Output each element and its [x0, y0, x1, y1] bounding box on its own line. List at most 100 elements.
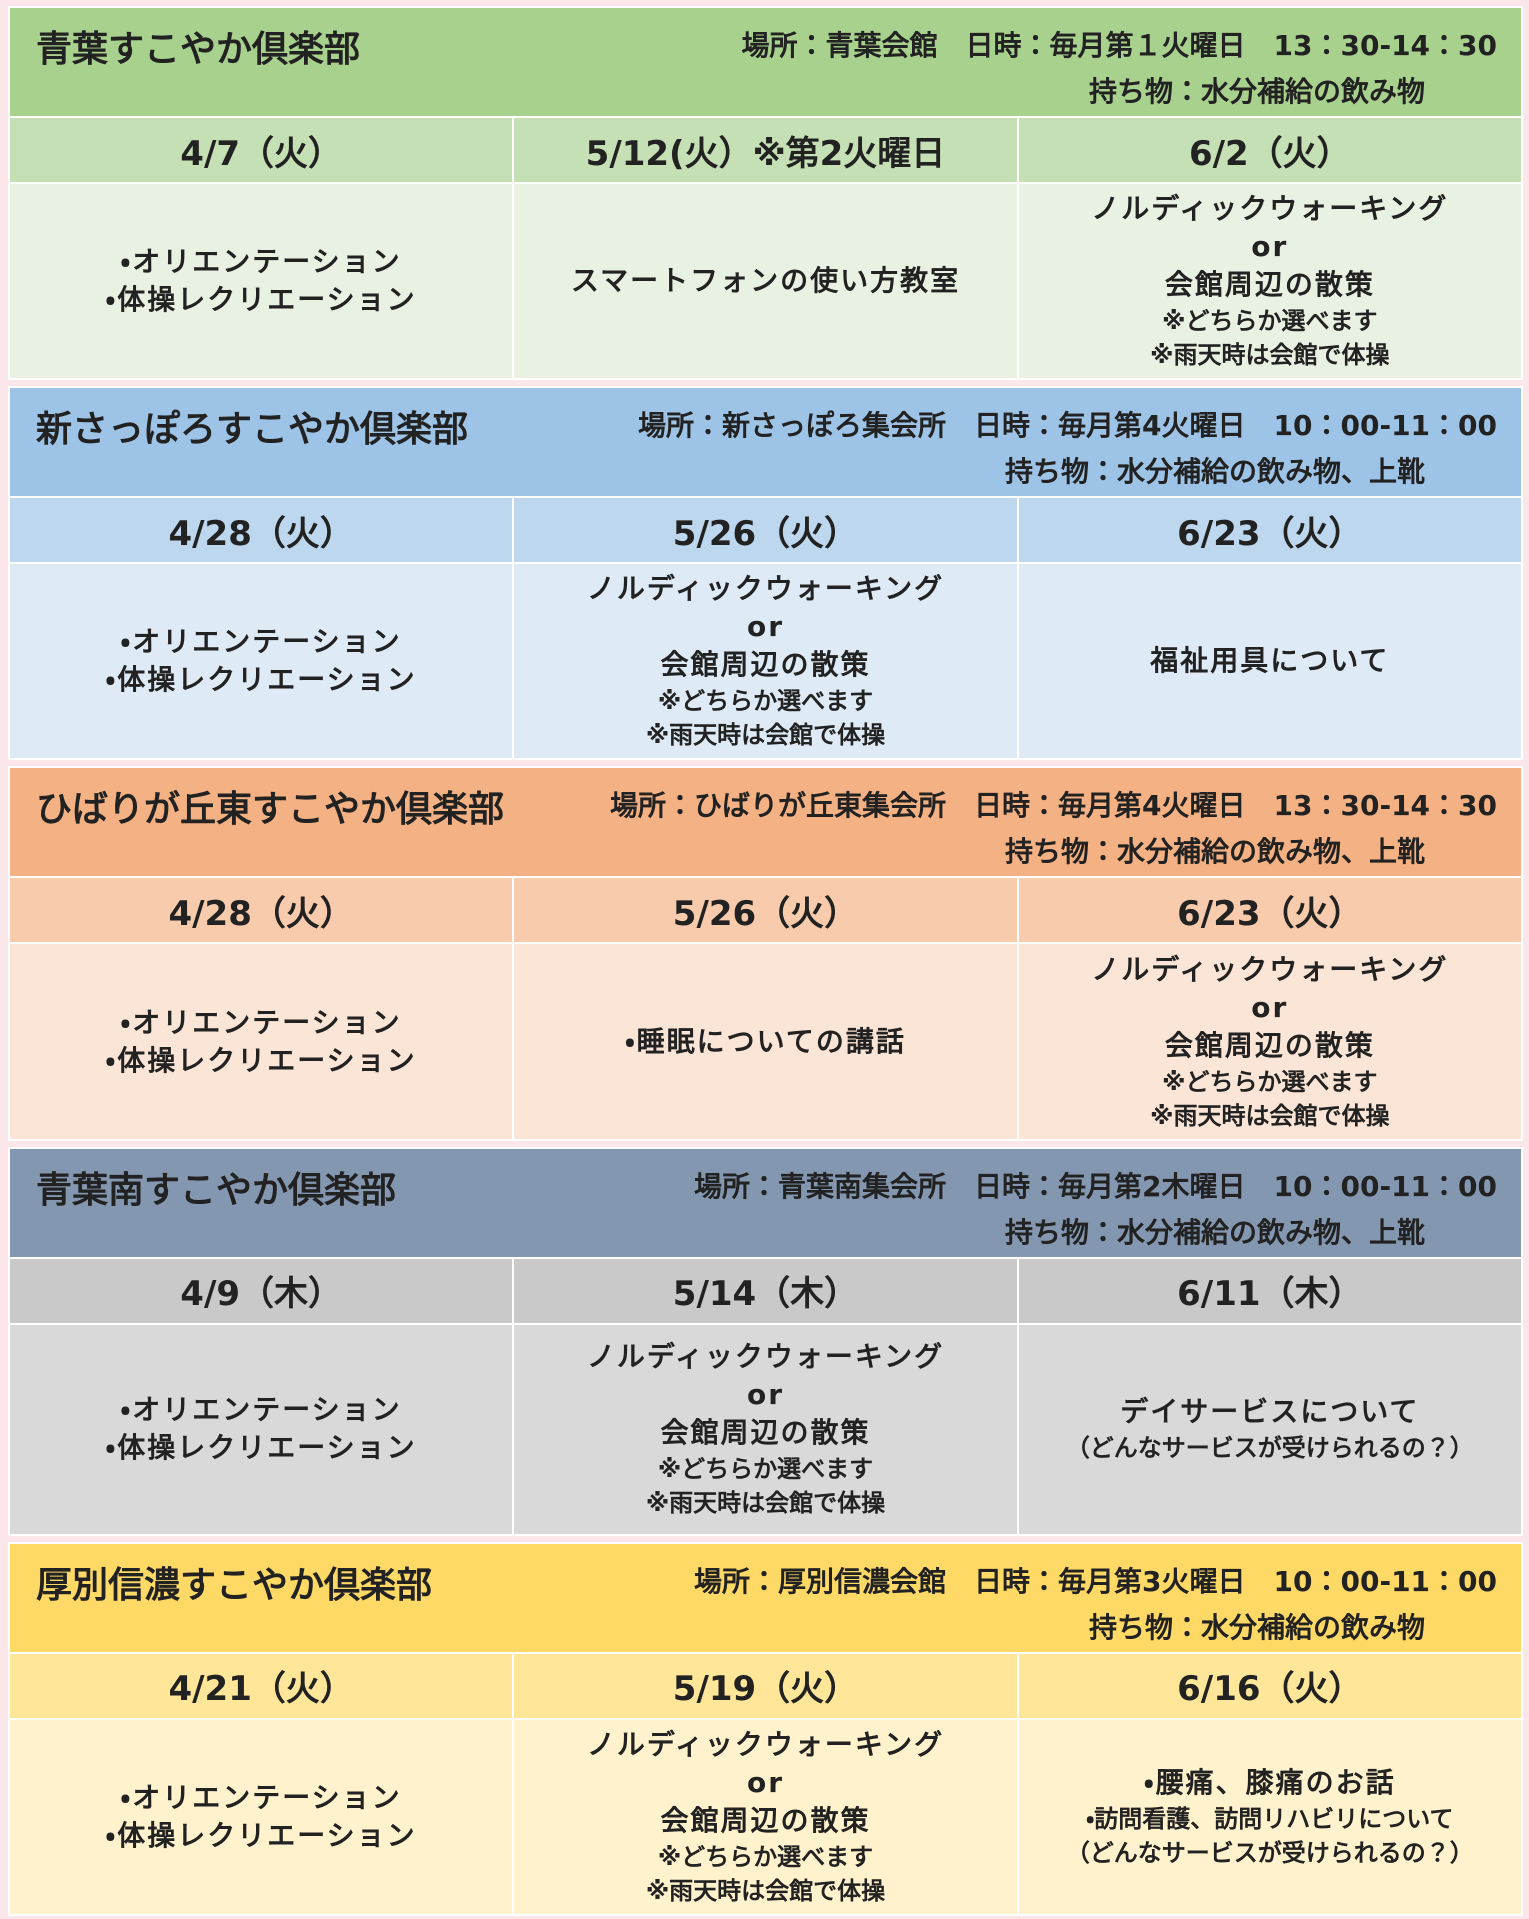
content-row: ・オリエンテーション ・体操レクリエーション スマートフォンの使い方教室 ノルディック… — [10, 184, 1521, 379]
club-section: 新さっぽろすこやか倶楽部 場所：新さっぽろ集会所 日時：毎月第4火曜日 10：00… — [8, 386, 1523, 761]
club-title: 青葉すこやか倶楽部 — [36, 29, 361, 70]
club-info: 場所：厚別信濃会館 日時：毎月第3火曜日 10：00-11：00 — [694, 1564, 1497, 1598]
content-line: ・オリエンテーション — [120, 1005, 402, 1039]
content-line: デイサービスについて — [1120, 1395, 1420, 1429]
content-cell: ・オリエンテーション ・体操レクリエーション — [10, 1324, 515, 1534]
date-cell: 5/14（木） — [514, 1258, 1019, 1323]
club-items: 持ち物：水分補給の飲み物 — [1088, 1610, 1425, 1644]
date-cell: 4/28（火） — [10, 878, 515, 943]
content-line: or — [1251, 990, 1289, 1024]
content-line: 会館周辺の散策 — [660, 648, 871, 682]
content-cell: デイサービスについて （どんなサービスが受けられるの？） — [1019, 1325, 1521, 1534]
date-row: 4/21（火） 5/19（火） 6/16（火） — [10, 1651, 1521, 1720]
date-cell: 4/7（火） — [10, 118, 515, 182]
date-cell: 5/19（火） — [514, 1653, 1019, 1718]
content-row: ・オリエンテーション ・体操レクリエーション ノルディックウォーキング or 会館周辺の… — [10, 1324, 1521, 1534]
date-cell: 6/23（火） — [1177, 893, 1363, 934]
content-line: or — [746, 610, 785, 644]
section-header: 新さっぽろすこやか倶楽部 場所：新さっぽろ集会所 日時：毎月第4火曜日 10：00… — [10, 388, 1521, 497]
content-line: ・オリエンテーション — [120, 625, 402, 659]
content-line: ノルディックウォーキング — [1091, 192, 1449, 226]
content-line: or — [1251, 230, 1289, 264]
content-line: ・体操レクリエーション — [105, 1818, 417, 1852]
content-line: 会館周辺の散策 — [660, 1803, 871, 1837]
content-line: ・オリエンテーション — [120, 1780, 402, 1814]
content-line: or — [746, 1378, 785, 1412]
date-cell: 6/2（火） — [1188, 133, 1351, 174]
content-line: ・体操レクリエーション — [105, 663, 417, 697]
content-line: 会館周辺の散策 — [1164, 1028, 1375, 1062]
content-note: ※どちらか選べます — [657, 687, 874, 716]
club-title: 厚別信濃すこやか倶楽部 — [36, 1564, 433, 1606]
content-line: ノルディックウォーキング — [586, 1340, 945, 1374]
date-cell: 4/21（火） — [10, 1653, 515, 1718]
content-cell: ノルディックウォーキング or 会館周辺の散策 ※どちらか選べます ※雨天時は会館で体操 — [514, 1324, 1019, 1534]
section-header: 青葉すこやか倶楽部 場所：青葉会館 日時：毎月第１火曜日 13：30-14：30 持… — [10, 8, 1521, 116]
content-cell: ノルディックウォーキング or 会館周辺の散策 ※どちらか選べます ※雨天時は会館で体操 — [514, 1719, 1019, 1914]
club-items: 持ち物：水分補給の飲み物、上靴 — [1004, 835, 1425, 869]
club-items: 持ち物：水分補給の飲み物、上靴 — [1004, 455, 1425, 489]
club-info: 場所：青葉南集会所 日時：毎月第2木曜日 10：00-11：00 — [694, 1169, 1497, 1203]
content-line: ノルディックウォーキング — [1091, 952, 1449, 986]
date-cell: 6/23（火） — [1177, 513, 1363, 554]
schedule: 青葉すこやか倶楽部 場所：青葉会館 日時：毎月第１火曜日 13：30-14：30 持… — [8, 6, 1523, 1916]
club-section: 厚別信濃すこやか倶楽部 場所：厚別信濃会館 日時：毎月第3火曜日 10：00-11… — [8, 1541, 1523, 1916]
section-header: 厚別信濃すこやか倶楽部 場所：厚別信濃会館 日時：毎月第3火曜日 10：00-11… — [10, 1543, 1521, 1652]
club-title: ひばりが丘東すこやか倶楽部 — [36, 789, 505, 831]
content-cell: ・オリエンテーション ・体操レクリエーション — [10, 564, 515, 759]
club-items: 持ち物：水分補給の飲み物、上靴 — [1004, 1215, 1425, 1249]
content-line: ノルディックウォーキング — [586, 572, 945, 606]
club-title: 青葉南すこやか倶楽部 — [36, 1169, 397, 1211]
content-cell: ・睡眠についての講話 — [514, 944, 1019, 1139]
content-line: ノルディックウォーキング — [586, 1727, 945, 1761]
content-note: ※雨天時は会館で体操 — [645, 1876, 886, 1905]
date-cell: 4/9（木） — [10, 1258, 515, 1323]
club-section: 青葉すこやか倶楽部 場所：青葉会館 日時：毎月第１火曜日 13：30-14：30 持… — [8, 6, 1523, 381]
date-cell: 5/26（火） — [514, 878, 1019, 943]
content-note: ※どちらか選べます — [657, 1842, 874, 1871]
club-info: 場所：ひばりが丘東集会所 日時：毎月第4火曜日 13：30-14：30 — [610, 789, 1497, 823]
date-cell: 5/26（火） — [514, 498, 1019, 563]
content-row: ・オリエンテーション ・体操レクリエーション ノルディックウォーキング or 会館周辺の… — [10, 1719, 1521, 1914]
content-line: ・体操レクリエーション — [105, 1043, 417, 1077]
date-row: 4/7（火） 5/12(火）※第2火曜日 6/2（火） — [10, 116, 1521, 184]
content-note: ※雨天時は会館で体操 — [645, 721, 886, 750]
content-note: ※どちらか選べます — [1162, 307, 1378, 336]
section-header: ひばりが丘東すこやか倶楽部 場所：ひばりが丘東集会所 日時：毎月第4火曜日 13：… — [10, 768, 1521, 877]
club-info: 場所：新さっぽろ集会所 日時：毎月第4火曜日 10：00-11：00 — [638, 409, 1497, 443]
content-line: ・睡眠についての講話 — [625, 1024, 906, 1058]
content-note: ※雨天時は会館で体操 — [1150, 1101, 1390, 1130]
content-line: 福祉用具について — [1150, 644, 1390, 678]
date-cell: 6/16（火） — [1177, 1669, 1363, 1710]
club-section: ひばりが丘東すこやか倶楽部 場所：ひばりが丘東集会所 日時：毎月第4火曜日 13：… — [8, 766, 1523, 1141]
content-cell: ・オリエンテーション ・体操レクリエーション — [10, 944, 515, 1139]
content-cell: ノルディックウォーキング or 会館周辺の散策 ※どちらか選べます ※雨天時は会館で体操 — [1019, 944, 1521, 1138]
content-note: （どんなサービスが受けられるの？） — [1065, 1434, 1474, 1463]
content-note: ・訪問看護、訪問リハビリについて — [1086, 1804, 1454, 1833]
date-cell: 6/11（木） — [1177, 1274, 1363, 1315]
section-header: 青葉南すこやか倶楽部 場所：青葉南集会所 日時：毎月第2木曜日 10：00-11：… — [10, 1148, 1521, 1257]
content-line: ・オリエンテーション — [120, 1393, 402, 1427]
content-line: ・体操レクリエーション — [105, 283, 417, 317]
club-title: 新さっぽろすこやか倶楽部 — [36, 409, 469, 451]
date-row: 4/9（木） 5/14（木） 6/11（木） — [10, 1256, 1521, 1325]
content-line: or — [746, 1765, 785, 1799]
content-line: 会館周辺の散策 — [660, 1416, 871, 1450]
date-row: 4/28（火） 5/26（火） 6/23（火） — [10, 876, 1521, 945]
content-note: ※雨天時は会館で体操 — [1150, 341, 1390, 370]
content-row: ・オリエンテーション ・体操レクリエーション ノルディックウォーキング or 会館周辺の… — [10, 564, 1521, 759]
content-cell: ・腰痛、膝痛のお話 ・訪問看護、訪問リハビリについて （どんなサービスが受けられるの… — [1019, 1720, 1521, 1914]
content-line: ・オリエンテーション — [120, 245, 402, 279]
content-cell: スマートフォンの使い方教室 — [514, 184, 1019, 379]
club-info: 場所：青葉会館 日時：毎月第１火曜日 13：30-14：30 — [741, 29, 1497, 62]
content-line: ・腰痛、膝痛のお話 — [1144, 1765, 1396, 1799]
content-line: 会館周辺の散策 — [1164, 268, 1375, 302]
date-row: 4/28（火） 5/26（火） 6/23（火） — [10, 496, 1521, 565]
content-line: スマートフォンの使い方教室 — [570, 264, 961, 298]
content-cell: ・オリエンテーション ・体操レクリエーション — [10, 1719, 515, 1914]
content-cell: ノルディックウォーキング or 会館周辺の散策 ※どちらか選べます ※雨天時は会館で体操 — [1019, 184, 1521, 378]
content-row: ・オリエンテーション ・体操レクリエーション ・睡眠についての講話 ノルディックウォー… — [10, 944, 1521, 1139]
date-cell: 5/12(火）※第2火曜日 — [514, 118, 1019, 182]
